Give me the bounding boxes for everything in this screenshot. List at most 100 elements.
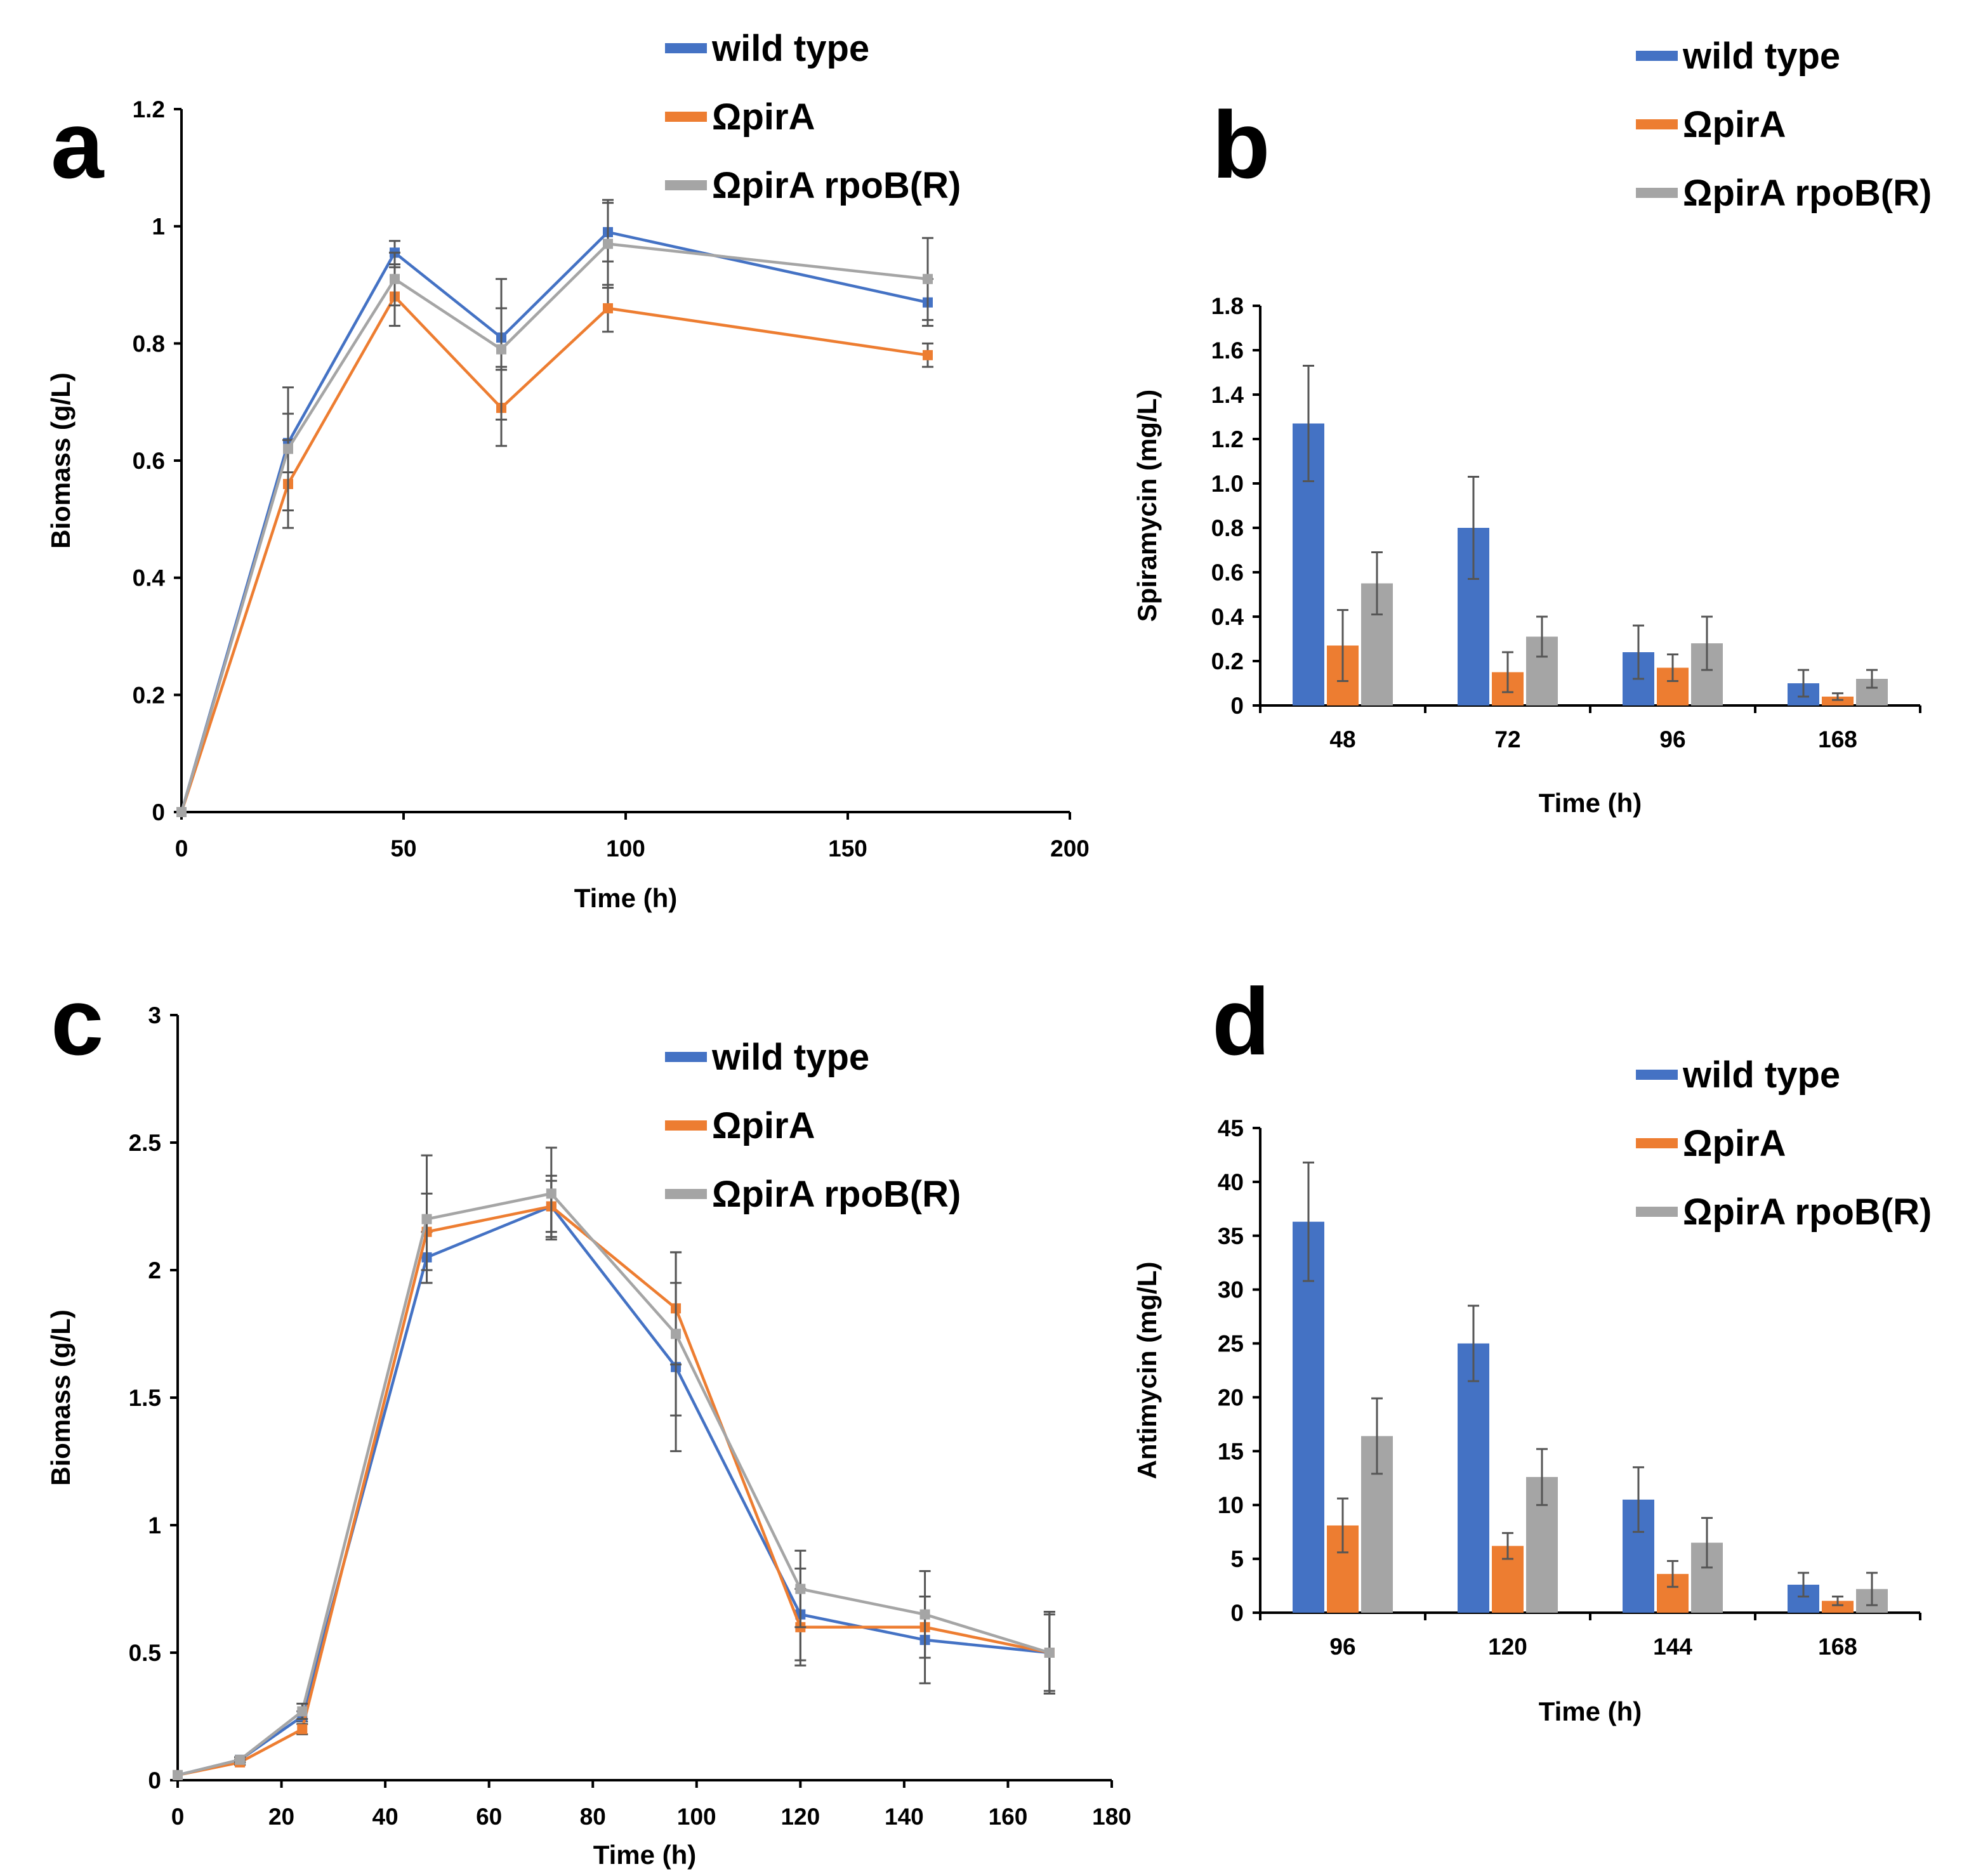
x-tick-label-c-0: 0 bbox=[171, 1804, 185, 1830]
legend-label-d-2: ΩpirA rpoB(R) bbox=[1683, 1191, 1932, 1233]
series-line-a-2 bbox=[180, 242, 928, 813]
legend-label-a-1: ΩpirA bbox=[712, 96, 815, 138]
data-point-a-2-4 bbox=[603, 239, 613, 249]
legend-label-c-0: wild type bbox=[711, 1037, 869, 1078]
series-line-a-0 bbox=[180, 230, 928, 813]
x-axis-title-a: Time (h) bbox=[574, 883, 678, 913]
y-tick-label-a-5: 1 bbox=[152, 214, 165, 240]
legend-label-d-0: wild type bbox=[1682, 1054, 1840, 1096]
x-tick-label-a-3: 150 bbox=[828, 836, 867, 862]
panel-label-d: d bbox=[1212, 968, 1270, 1075]
y-tick-label-c-5: 2.5 bbox=[129, 1130, 161, 1156]
x-axis-title-d: Time (h) bbox=[1539, 1696, 1642, 1726]
x-tick-label-d-0: 96 bbox=[1329, 1634, 1355, 1660]
legend-label-b-2: ΩpirA rpoB(R) bbox=[1683, 173, 1932, 214]
legend-swatch-a-1 bbox=[665, 112, 707, 122]
legend-swatch-a-0 bbox=[665, 43, 707, 53]
y-tick-label-b-1: 0.2 bbox=[1211, 648, 1244, 674]
y-axis-title-b: Spiramycin (mg/L) bbox=[1132, 390, 1162, 622]
series-line-c-2 bbox=[177, 1191, 1050, 1777]
x-tick-label-a-1: 50 bbox=[390, 836, 416, 862]
x-tick-label-d-2: 144 bbox=[1653, 1634, 1692, 1660]
data-point-c-2-3 bbox=[421, 1214, 432, 1224]
data-point-c-2-7 bbox=[919, 1609, 930, 1620]
legend-swatch-a-2 bbox=[665, 180, 707, 190]
y-tick-label-c-6: 3 bbox=[148, 1002, 161, 1028]
x-tick-label-c-2: 40 bbox=[372, 1804, 398, 1830]
y-tick-label-d-6: 30 bbox=[1218, 1277, 1244, 1303]
x-tick-label-c-3: 60 bbox=[476, 1804, 502, 1830]
legend-label-b-0: wild type bbox=[1682, 36, 1840, 77]
x-tick-label-c-9: 180 bbox=[1092, 1804, 1131, 1830]
x-tick-label-c-5: 100 bbox=[677, 1804, 716, 1830]
y-tick-label-d-2: 10 bbox=[1218, 1492, 1244, 1518]
x-tick-label-b-2: 96 bbox=[1659, 726, 1685, 752]
y-tick-label-d-0: 0 bbox=[1230, 1600, 1244, 1626]
y-tick-label-d-1: 5 bbox=[1230, 1546, 1244, 1572]
legend-label-d-1: ΩpirA bbox=[1683, 1123, 1786, 1164]
x-tick-label-a-0: 0 bbox=[175, 836, 188, 862]
x-tick-label-a-4: 200 bbox=[1050, 836, 1090, 862]
y-tick-label-b-0: 0 bbox=[1230, 693, 1244, 719]
y-tick-label-a-0: 0 bbox=[152, 799, 165, 825]
chart-d: 0 5 10 15 20 25 30 35 40 45 96 120 144 168 wild type Ωp… bbox=[1132, 968, 1932, 1726]
legend-label-b-1: ΩpirA bbox=[1683, 104, 1786, 145]
panel-label-c: c bbox=[51, 968, 103, 1075]
legend-swatch-d-1 bbox=[1636, 1138, 1678, 1148]
x-tick-label-c-4: 80 bbox=[580, 1804, 606, 1830]
y-tick-label-b-4: 0.8 bbox=[1211, 515, 1244, 541]
y-tick-label-d-3: 15 bbox=[1218, 1438, 1244, 1464]
y-tick-label-b-5: 1.0 bbox=[1211, 471, 1244, 497]
y-tick-label-b-6: 1.2 bbox=[1211, 426, 1244, 452]
y-tick-label-a-2: 0.4 bbox=[133, 565, 166, 591]
y-tick-label-d-9: 45 bbox=[1218, 1115, 1244, 1141]
x-tick-label-c-7: 140 bbox=[885, 1804, 924, 1830]
y-tick-label-a-3: 0.6 bbox=[133, 448, 165, 474]
series-line-a-1 bbox=[180, 294, 928, 813]
x-tick-label-b-1: 72 bbox=[1494, 726, 1520, 752]
y-tick-label-d-8: 40 bbox=[1218, 1169, 1244, 1195]
bar-d-0-0 bbox=[1293, 1221, 1324, 1613]
x-tick-label-c-6: 120 bbox=[781, 1804, 820, 1830]
y-tick-label-b-9: 1.8 bbox=[1211, 293, 1244, 319]
y-axis-title-d: Antimycin (mg/L) bbox=[1132, 1262, 1162, 1479]
y-tick-label-b-7: 1.4 bbox=[1211, 382, 1244, 408]
chart-c: 0 0.5 1 1.5 2 2.5 3 0 20 40 60 80 100 120 140 160 180 wil… bbox=[46, 968, 1131, 1870]
x-tick-label-d-3: 168 bbox=[1818, 1634, 1857, 1660]
y-tick-label-c-2: 1 bbox=[148, 1512, 161, 1538]
y-tick-label-a-4: 0.8 bbox=[133, 331, 165, 357]
x-tick-label-c-1: 20 bbox=[268, 1804, 294, 1830]
x-tick-label-a-2: 100 bbox=[606, 836, 645, 862]
bar-d-1-3 bbox=[1822, 1601, 1854, 1613]
data-point-c-1-2 bbox=[297, 1724, 308, 1735]
x-axis-title-c: Time (h) bbox=[593, 1840, 697, 1870]
legend-swatch-c-0 bbox=[665, 1052, 707, 1062]
chart-a: 0 0.2 0.4 0.6 0.8 1 1.2 0 50 100 150 200 wild type Ωp… bbox=[46, 28, 1090, 913]
legend-swatch-b-0 bbox=[1636, 51, 1678, 61]
legend-swatch-b-2 bbox=[1636, 188, 1678, 198]
bar-d-0-1 bbox=[1458, 1343, 1489, 1613]
y-tick-label-b-2: 0.4 bbox=[1211, 604, 1244, 630]
x-tick-label-b-0: 48 bbox=[1329, 726, 1355, 752]
legend-label-a-2: ΩpirA rpoB(R) bbox=[712, 165, 961, 206]
y-tick-label-c-0: 0 bbox=[148, 1768, 161, 1794]
legend-swatch-b-1 bbox=[1636, 119, 1678, 129]
y-tick-label-b-8: 1.6 bbox=[1211, 338, 1244, 364]
bar-b-1-3 bbox=[1822, 697, 1854, 705]
panel-label-a: a bbox=[51, 91, 105, 198]
y-tick-label-b-3: 0.6 bbox=[1211, 560, 1244, 586]
data-point-c-2-8 bbox=[1044, 1648, 1055, 1658]
x-axis-title-b: Time (h) bbox=[1539, 788, 1642, 818]
y-axis-title-c: Biomass (g/L) bbox=[46, 1309, 76, 1486]
legend-swatch-d-2 bbox=[1636, 1207, 1678, 1217]
data-point-a-2-1 bbox=[283, 443, 293, 454]
legend-label-a-0: wild type bbox=[711, 28, 869, 69]
x-tick-label-b-3: 168 bbox=[1818, 726, 1857, 752]
y-tick-label-c-1: 0.5 bbox=[129, 1640, 161, 1666]
data-point-a-2-2 bbox=[390, 273, 400, 284]
chart-b: 0 0.2 0.4 0.6 0.8 1.0 1.2 1.4 1.6 1.8 48 72 96 168 wil… bbox=[1132, 36, 1932, 818]
y-tick-label-d-4: 20 bbox=[1218, 1384, 1244, 1410]
x-tick-label-d-1: 120 bbox=[1488, 1634, 1527, 1660]
legend-label-c-2: ΩpirA rpoB(R) bbox=[712, 1174, 961, 1215]
